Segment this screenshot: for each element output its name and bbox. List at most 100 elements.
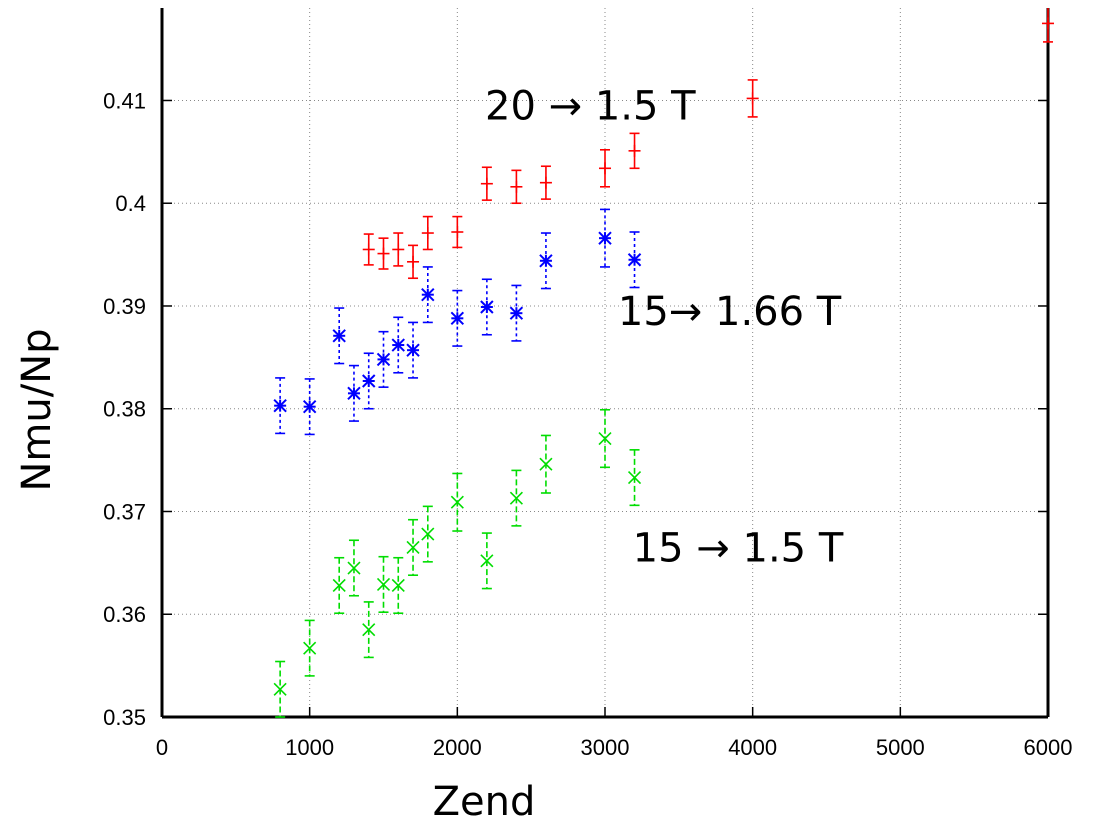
marker (627, 253, 642, 267)
data-point (391, 316, 405, 374)
marker (332, 329, 346, 343)
marker (480, 554, 494, 568)
data-point (480, 166, 493, 201)
data-point (347, 539, 361, 597)
data-point (421, 215, 434, 251)
data-point (421, 266, 435, 324)
annotation-label: 20 → 1.5 T (485, 84, 696, 130)
annotation-label: 15→ 1.66 T (618, 289, 842, 335)
data-point (451, 215, 464, 249)
data-series (273, 8, 1054, 718)
marker (406, 343, 420, 357)
data-point (628, 132, 641, 170)
marker (362, 374, 376, 388)
data-point (332, 556, 346, 615)
marker (450, 495, 464, 509)
y-tick-label: 0.41 (103, 88, 146, 113)
marker (376, 352, 391, 367)
data-point (362, 233, 375, 266)
data-point (450, 472, 464, 532)
y-tick-label: 0.38 (103, 397, 146, 422)
x-tick-label: 2000 (433, 735, 482, 760)
marker (362, 623, 376, 637)
marker (391, 338, 405, 352)
data-point (362, 601, 376, 659)
data-point (362, 352, 376, 410)
marker (376, 577, 391, 592)
marker (347, 561, 361, 575)
data-point (509, 284, 524, 342)
y-tick-label: 0.35 (103, 705, 146, 730)
data-point (391, 556, 405, 615)
data-point (450, 289, 465, 347)
marker (421, 527, 435, 541)
data-point (406, 518, 420, 577)
marker (509, 491, 523, 505)
marker (391, 578, 405, 593)
series-1 (273, 208, 642, 436)
marker (627, 471, 642, 485)
marker (303, 641, 317, 655)
data-point (598, 408, 612, 469)
marker (539, 254, 553, 268)
x-tick-label: 0 (156, 735, 168, 760)
data-point (539, 165, 552, 200)
marker (539, 457, 553, 471)
y-tick-label: 0.37 (103, 499, 146, 524)
series-0 (362, 8, 1054, 280)
data-point (746, 79, 759, 118)
data-point (302, 378, 317, 436)
data-point (406, 321, 420, 379)
marker (273, 398, 287, 413)
axes (160, 8, 1050, 719)
marker (598, 231, 612, 245)
data-point (509, 469, 523, 527)
data-point (273, 377, 287, 435)
data-point (599, 149, 611, 188)
y-tick-label: 0.36 (103, 602, 146, 627)
data-point (480, 278, 494, 336)
x-tick-label: 3000 (581, 735, 630, 760)
x-tick-label: 1000 (285, 735, 334, 760)
annotation-label: 15 → 1.5 T (633, 525, 844, 571)
marker (480, 300, 494, 314)
series-2 (273, 408, 642, 718)
tick-labels: 0 1000 2000 3000 4000 5000 6000 0.35 0.36 0.37 0.3… (103, 88, 1072, 760)
data-point (510, 169, 523, 205)
data-point (377, 237, 390, 270)
data-point (347, 364, 361, 422)
data-point (376, 330, 391, 388)
marker (509, 306, 524, 320)
marker (421, 287, 435, 302)
data-point (539, 434, 553, 494)
x-tick-label: 5000 (876, 735, 925, 760)
x-axis-title: Zend (433, 779, 536, 825)
y-tick-label: 0.4 (115, 191, 146, 216)
data-point (273, 660, 287, 718)
data-point (539, 232, 553, 290)
data-point (627, 231, 642, 289)
data-point (627, 449, 642, 507)
data-point (480, 532, 494, 590)
marker (273, 682, 287, 696)
y-axis-title: Nmu/Np (14, 328, 60, 491)
x-tick-label: 4000 (728, 735, 777, 760)
data-point (303, 619, 317, 677)
data-point (421, 505, 435, 563)
annotations: 20 → 1.5 T 15→ 1.66 T 15 → 1.5 T (485, 84, 844, 572)
marker (347, 386, 361, 401)
data-point (332, 307, 346, 365)
data-point (376, 555, 391, 613)
marker (332, 578, 346, 593)
data-point (392, 232, 405, 267)
data-point (407, 244, 420, 280)
marker (406, 540, 420, 555)
data-point (598, 208, 612, 268)
marker (598, 431, 612, 446)
marker (450, 311, 465, 326)
x-tick-label: 6000 (1024, 735, 1073, 760)
y-tick-label: 0.39 (103, 294, 146, 319)
data-point (1042, 8, 1054, 43)
marker (302, 399, 317, 414)
